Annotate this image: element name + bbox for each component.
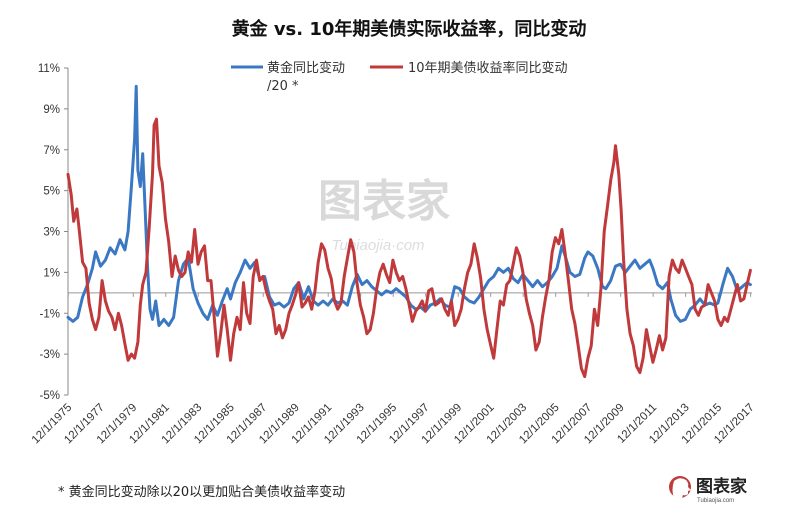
series-line-gold bbox=[66, 84, 752, 327]
y-tick-label: -3% bbox=[40, 349, 60, 361]
y-tick-label: -5% bbox=[40, 390, 60, 402]
legend: 黄金同比变动 /20 * 10年期美债收益率同比变动 bbox=[231, 60, 568, 94]
head-profile-icon bbox=[669, 476, 691, 498]
y-tick-label: 9% bbox=[43, 104, 60, 116]
legend-label-gold-line2: /20 * bbox=[267, 79, 299, 94]
legend-label-treasury: 10年期美债收益率同比变动 bbox=[408, 60, 568, 76]
footnote: * 黄金同比变动除以20以更加贴合美债收益率变动 bbox=[58, 484, 345, 500]
plot-area bbox=[66, 84, 752, 379]
y-tick-label: 5% bbox=[43, 186, 60, 198]
legend-label-gold-line1: 黄金同比变动 bbox=[267, 60, 345, 76]
y-tick-label: -1% bbox=[40, 308, 60, 320]
axes: 11%9%7%5%3%1%-1%-3%-5%12/1/197512/1/1977… bbox=[30, 63, 757, 446]
series-line-treasury bbox=[66, 117, 752, 379]
y-tick-label: 1% bbox=[43, 267, 60, 279]
watermark-text: 图表家 bbox=[318, 176, 450, 227]
y-tick-label: 11% bbox=[38, 63, 60, 75]
logo-sub: Tubiaojia.com bbox=[697, 498, 734, 504]
logo-text: 图表家 bbox=[696, 476, 747, 497]
watermark-sub: Tubiaojia·com bbox=[331, 237, 424, 254]
watermark: 图表家 Tubiaojia·com bbox=[318, 176, 450, 254]
y-tick-label: 7% bbox=[43, 145, 60, 157]
y-tick-label: 3% bbox=[43, 227, 60, 239]
logo: 图表家 Tubiaojia.com bbox=[669, 476, 747, 504]
chart-title: 黄金 vs. 10年期美债实际收益率，同比变动 bbox=[232, 18, 587, 40]
